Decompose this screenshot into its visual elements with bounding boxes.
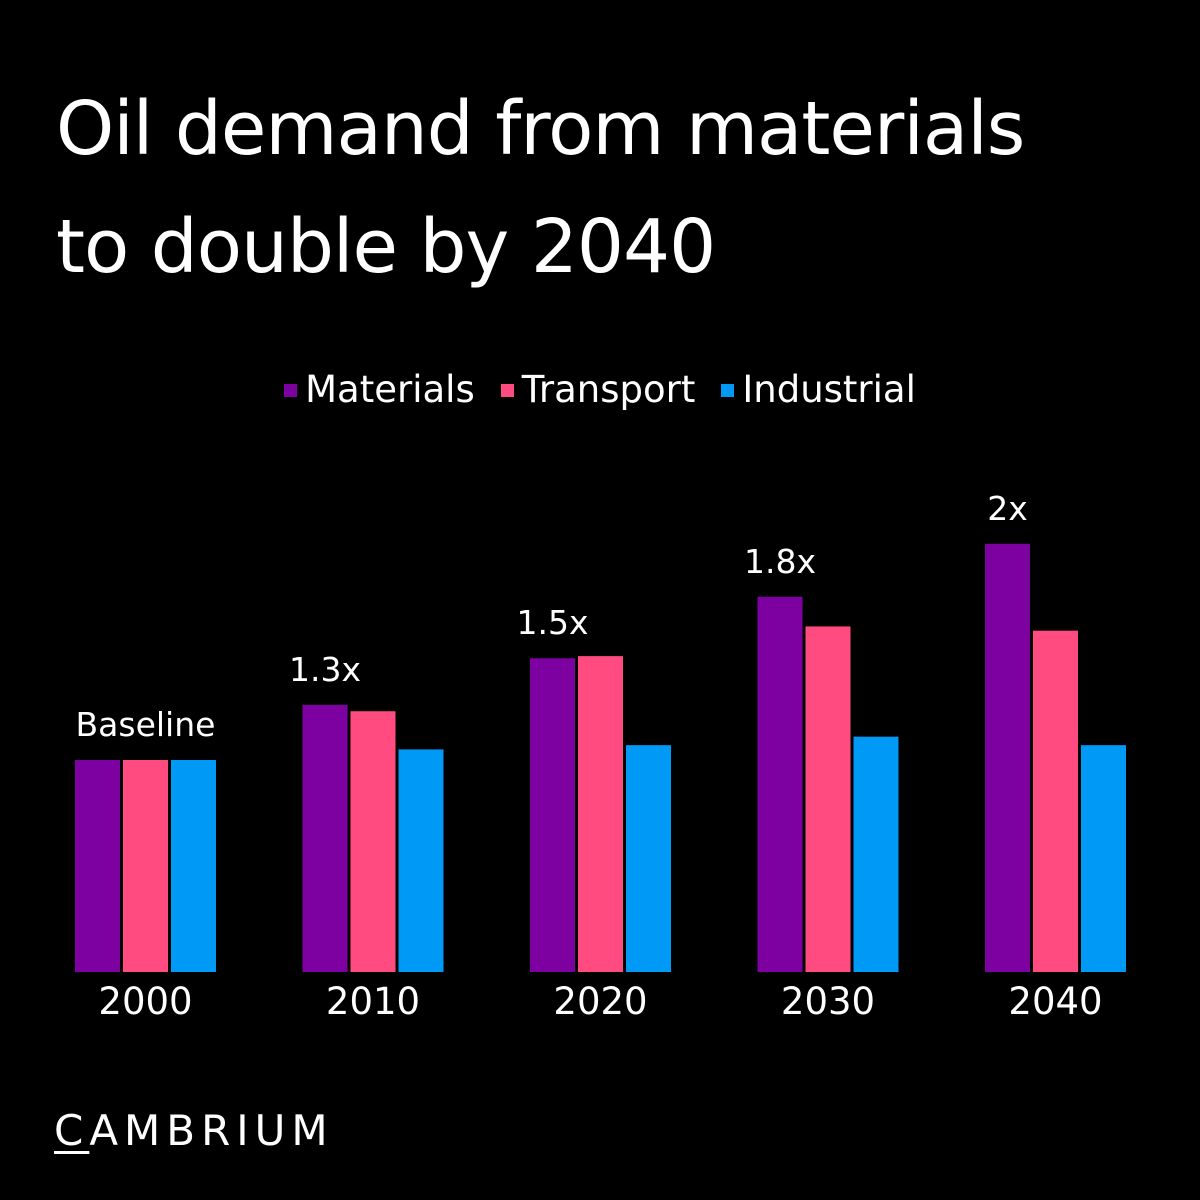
bar-industrial-2020	[626, 745, 671, 972]
legend-label-industrial: Industrial	[742, 368, 916, 411]
title-line-1: Oil demand from materials	[56, 86, 1025, 172]
legend-label-materials: Materials	[305, 368, 475, 411]
title-line-2: to double by 2040	[56, 204, 716, 290]
data-label-2010: 1.3x	[289, 650, 361, 689]
data-label-2000: Baseline	[76, 705, 216, 744]
chart-title: Oil demand from materials to double by 2…	[56, 70, 1156, 306]
bar-transport-2010	[350, 711, 396, 972]
logo-rest: AMBRIUM	[89, 1106, 334, 1155]
legend-item-transport: Transport	[500, 366, 696, 414]
x-tick-label-2020: 2020	[553, 980, 647, 1023]
logo-first-letter: C	[54, 1106, 90, 1155]
legend: Materials Transport Industrial	[0, 366, 1200, 414]
bar-industrial-2030	[853, 736, 899, 972]
bar-industrial-2000	[171, 760, 216, 972]
data-label-2030: 1.8x	[744, 542, 816, 581]
bar-transport-2000	[123, 760, 168, 972]
bar-transport-2020	[578, 656, 623, 972]
bar-materials-2010	[302, 704, 348, 972]
legend-swatch-transport	[500, 383, 514, 397]
x-tick-label-2040: 2040	[1008, 980, 1102, 1023]
bar-transport-2030	[805, 626, 851, 972]
bar-materials-2040	[985, 543, 1030, 972]
x-tick-label-2000: 2000	[98, 980, 192, 1023]
cambrium-logo: CAMBRIUM	[54, 1106, 334, 1156]
bar-materials-2020	[530, 658, 575, 972]
legend-label-transport: Transport	[521, 368, 696, 411]
bar-industrial-2010	[398, 749, 444, 972]
x-tick-label-2030: 2030	[781, 980, 875, 1023]
legend-swatch-industrial	[721, 383, 735, 397]
bar-materials-2000	[75, 760, 120, 972]
legend-swatch-materials	[284, 383, 298, 397]
x-tick-label-2010: 2010	[326, 980, 420, 1023]
bar-transport-2040	[1033, 630, 1078, 972]
data-label-2020: 1.5x	[516, 603, 588, 642]
bar-industrial-2040	[1081, 745, 1126, 972]
legend-item-industrial: Industrial	[721, 366, 916, 414]
data-label-2040: 2x	[987, 489, 1028, 528]
bar-materials-2030	[757, 596, 803, 972]
legend-item-materials: Materials	[284, 366, 475, 414]
